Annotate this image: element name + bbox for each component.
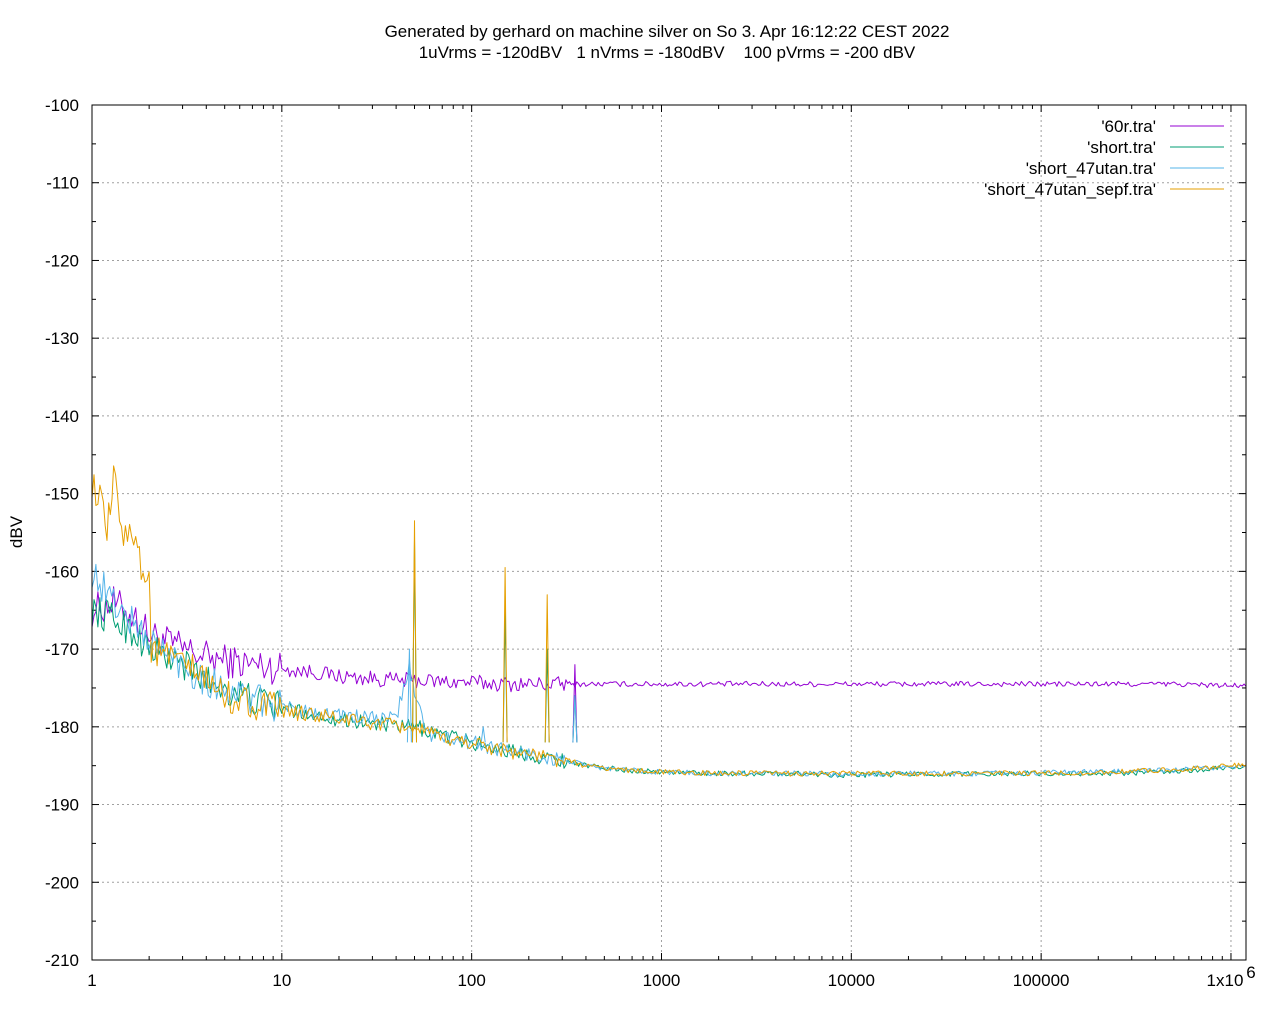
- series-line-1: [91, 597, 1247, 778]
- y-tick-label: -180: [45, 718, 79, 737]
- legend-label: 'short_47utan_sepf.tra': [984, 180, 1156, 199]
- tick-labels: -100 -110 -120 -130 -140 -150 -160 -170 -180 -190…: [45, 96, 1256, 990]
- y-tick-label: -150: [45, 485, 79, 504]
- x-tick-label: 10000: [828, 971, 875, 990]
- series-line-0: [91, 586, 1247, 693]
- x-tick-label: 10: [272, 971, 291, 990]
- grid: [92, 105, 1246, 960]
- series-lines: [91, 465, 1247, 778]
- axis-ticks: [91, 104, 1246, 961]
- series-peak: [502, 567, 508, 743]
- plot-frame: [91, 104, 1247, 961]
- series-peak: [406, 648, 412, 743]
- y-tick-label: -110: [46, 174, 79, 193]
- y-tick-label: -130: [45, 329, 79, 348]
- legend: '60r.tra' 'short.tra' 'short_47utan.tra' 's…: [984, 117, 1224, 199]
- legend-label: 'short.tra': [1087, 138, 1156, 157]
- y-tick-label: -100: [45, 96, 79, 115]
- series-line-3: [91, 465, 1247, 777]
- series-line-2: [91, 563, 1247, 778]
- x-tick-label: 1: [87, 971, 96, 990]
- x-tick-exponent: 6: [1246, 963, 1255, 982]
- y-tick-label: -120: [45, 251, 79, 270]
- legend-label: '60r.tra': [1101, 117, 1156, 136]
- y-tick-label: -190: [45, 796, 79, 815]
- y-tick-label: -140: [45, 407, 79, 426]
- y-tick-label: -170: [45, 640, 79, 659]
- legend-label: 'short_47utan.tra': [1026, 159, 1156, 178]
- x-tick-label: 100: [457, 971, 485, 990]
- x-tick-label: 100000: [1013, 971, 1070, 990]
- series-peak: [480, 726, 486, 743]
- x-tick-label: 1000: [643, 971, 681, 990]
- y-axis-label: dBV: [7, 515, 26, 548]
- series-peak: [572, 695, 578, 743]
- series-peak: [412, 520, 417, 743]
- y-tick-label: -200: [45, 873, 79, 892]
- y-tick-label: -160: [45, 562, 79, 581]
- x-tick-label: 1x10: [1207, 971, 1244, 990]
- chart-subtitle: 1uVrms = -120dBV 1 nVrms = -180dBV 100 p…: [419, 43, 916, 62]
- chart-title: Generated by gerhard on machine silver o…: [385, 22, 950, 41]
- series-peak: [544, 594, 550, 743]
- y-tick-label: -210: [45, 951, 79, 970]
